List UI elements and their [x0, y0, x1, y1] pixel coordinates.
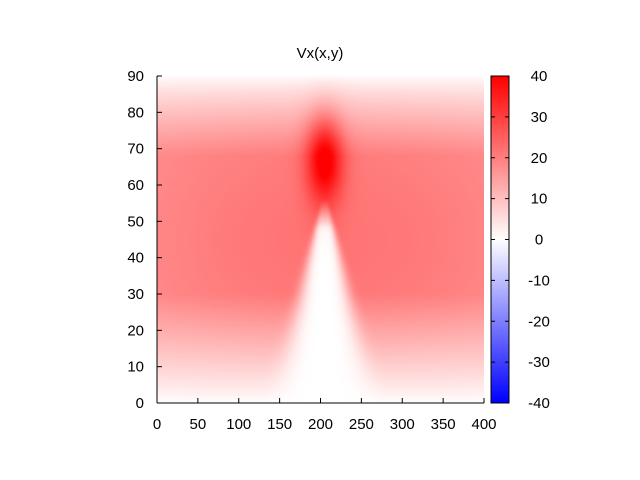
colorbar-tick-label: 20 [531, 150, 548, 167]
colorbar-tick-label: -20 [528, 313, 550, 330]
y-tick-label: 70 [127, 141, 144, 158]
x-tick-label: 400 [471, 416, 496, 433]
x-tick-label: 300 [390, 416, 415, 433]
x-tick-label: 150 [267, 416, 292, 433]
x-tick-label: 250 [349, 416, 374, 433]
colorbar-axis: 40 30 20 10 0 -10 -20 -30 -40 [491, 68, 550, 412]
colorbar-tick-label: -10 [528, 272, 550, 289]
x-tick-label: 350 [431, 416, 456, 433]
x-tick-label: 100 [226, 416, 251, 433]
y-tick-label: 10 [127, 359, 144, 376]
colorbar-tick-label: 40 [531, 68, 548, 85]
colorbar [491, 76, 509, 403]
x-tick-label: 50 [190, 416, 207, 433]
heatmap-field [157, 76, 484, 403]
colorbar-tick-label: 30 [531, 109, 548, 126]
colorbar-tick-label: -40 [528, 395, 550, 412]
y-tick-label: 60 [127, 177, 144, 194]
y-tick-label: 90 [127, 68, 144, 85]
x-tick-label: 0 [153, 416, 161, 433]
colorbar-tick-label: -30 [528, 354, 550, 371]
y-tick-label: 0 [136, 395, 144, 412]
y-tick-label: 20 [127, 322, 144, 339]
chart-title: Vx(x,y) [297, 45, 344, 62]
y-tick-label: 30 [127, 286, 144, 303]
x-tick-label: 200 [308, 416, 333, 433]
y-tick-label: 80 [127, 104, 144, 121]
y-axis: 0 10 20 30 40 50 60 70 80 90 [127, 68, 162, 412]
y-tick-label: 40 [127, 250, 144, 267]
colorbar-tick-label: 0 [535, 232, 543, 249]
colorbar-tick-label: 10 [531, 191, 548, 208]
y-tick-label: 50 [127, 213, 144, 230]
x-axis: 0 50 100 150 200 250 300 350 400 [153, 398, 497, 433]
